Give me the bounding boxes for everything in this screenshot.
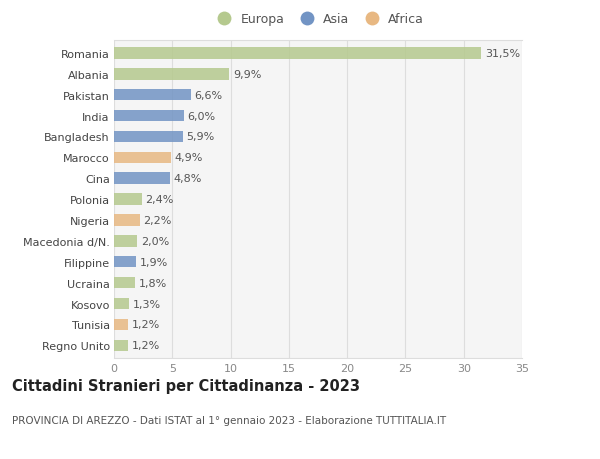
Text: 1,8%: 1,8% xyxy=(139,278,167,288)
Text: 6,6%: 6,6% xyxy=(194,90,223,101)
Bar xyxy=(114,298,129,309)
Bar xyxy=(114,131,183,143)
Bar xyxy=(114,173,170,185)
Text: 9,9%: 9,9% xyxy=(233,70,261,80)
Text: 5,9%: 5,9% xyxy=(186,132,215,142)
Bar xyxy=(114,69,229,80)
Legend: Europa, Asia, Africa: Europa, Asia, Africa xyxy=(212,13,424,26)
Text: 2,4%: 2,4% xyxy=(145,195,174,205)
Text: 1,9%: 1,9% xyxy=(140,257,168,267)
Bar xyxy=(114,257,136,268)
Text: 1,2%: 1,2% xyxy=(131,341,160,351)
Text: 1,3%: 1,3% xyxy=(133,299,161,309)
Text: 6,0%: 6,0% xyxy=(187,112,215,121)
Text: Cittadini Stranieri per Cittadinanza - 2023: Cittadini Stranieri per Cittadinanza - 2… xyxy=(12,379,360,394)
Text: 4,9%: 4,9% xyxy=(175,153,203,163)
Bar xyxy=(114,215,140,226)
Bar xyxy=(114,235,137,247)
Text: PROVINCIA DI AREZZO - Dati ISTAT al 1° gennaio 2023 - Elaborazione TUTTITALIA.IT: PROVINCIA DI AREZZO - Dati ISTAT al 1° g… xyxy=(12,415,446,425)
Text: 4,8%: 4,8% xyxy=(173,174,202,184)
Bar xyxy=(114,152,171,164)
Bar xyxy=(114,340,128,351)
Bar xyxy=(114,194,142,205)
Text: 1,2%: 1,2% xyxy=(131,319,160,330)
Bar xyxy=(114,277,135,289)
Text: 31,5%: 31,5% xyxy=(485,49,520,59)
Bar xyxy=(114,48,481,60)
Text: 2,0%: 2,0% xyxy=(141,236,169,246)
Bar xyxy=(114,319,128,330)
Text: 2,2%: 2,2% xyxy=(143,216,172,225)
Bar xyxy=(114,90,191,101)
Bar xyxy=(114,111,184,122)
